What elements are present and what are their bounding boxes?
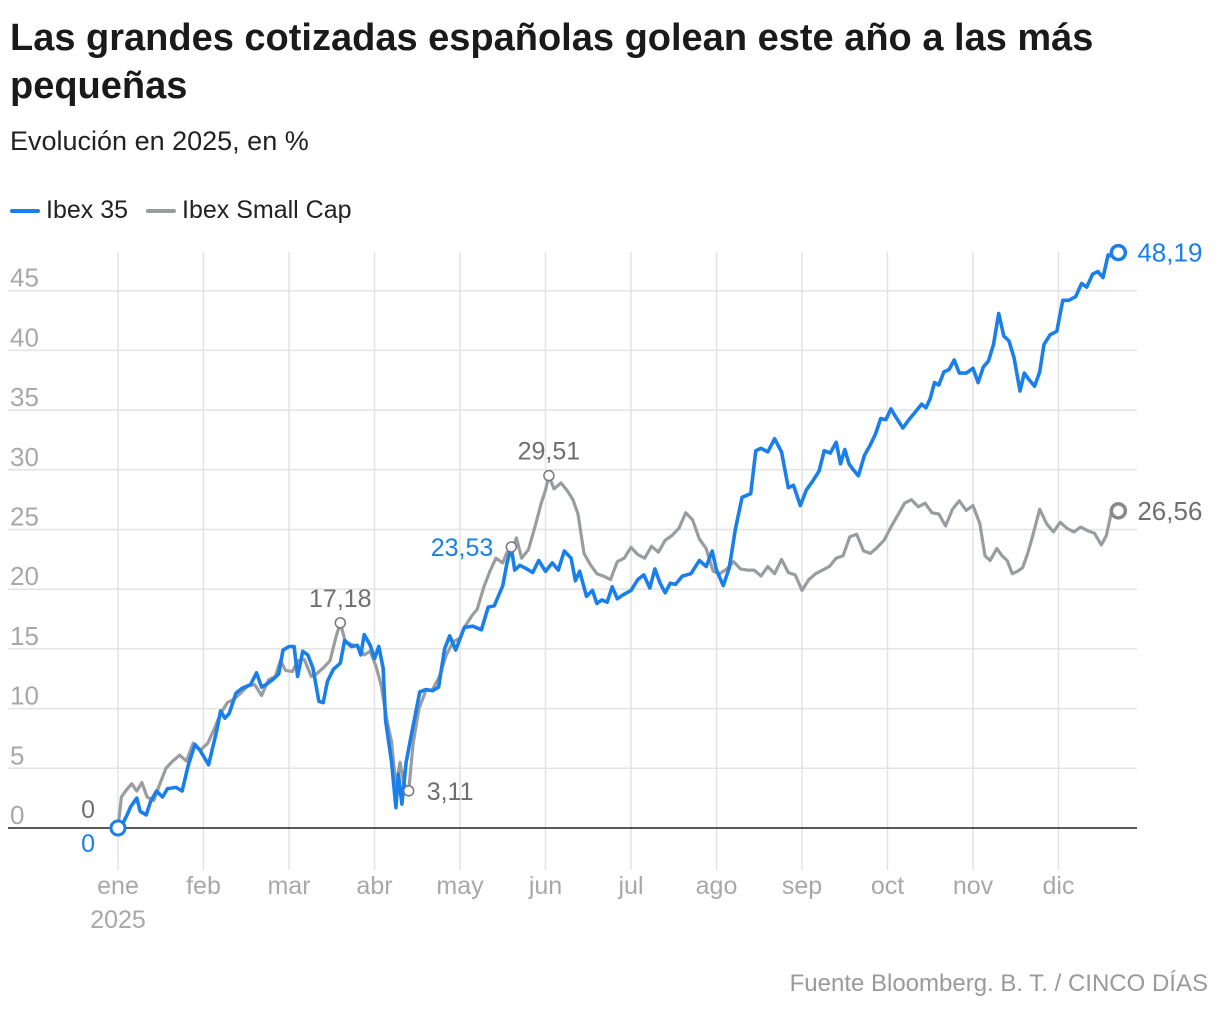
x-tick-label: dic — [1043, 872, 1075, 900]
annotation-marker — [543, 469, 555, 482]
end-label-small-cap: 26,56 — [1137, 496, 1202, 526]
x-tick-label: mar — [267, 872, 310, 900]
y-tick-label: 5 — [10, 740, 24, 770]
y-tick-label: 45 — [10, 263, 39, 293]
start-label-ibex35: 0 — [81, 830, 95, 858]
x-tick-label: ago — [696, 872, 738, 900]
x-tick-sublabel: 2025 — [90, 906, 146, 934]
x-tick-label: sep — [782, 872, 822, 900]
y-tick-label: 30 — [10, 442, 39, 472]
end-marker-ibex35 — [1109, 243, 1128, 262]
x-tick-label: abr — [356, 872, 392, 900]
annotation-label: 23,53 — [431, 534, 494, 562]
legend-item-small-cap: Ibex Small Cap — [146, 196, 352, 225]
x-tick-label: ene — [97, 872, 139, 900]
y-tick-label: 40 — [10, 322, 39, 352]
annotation-marker — [334, 617, 347, 629]
x-tick-label: may — [436, 872, 484, 900]
legend-label-ibex35: Ibex 35 — [46, 196, 129, 224]
annotation-label: 3,11 — [427, 778, 474, 806]
y-tick-label: 35 — [10, 382, 39, 412]
x-tick-label: jun — [528, 872, 562, 900]
y-tick-label: 25 — [10, 502, 39, 532]
x-tick-label: oct — [871, 872, 904, 900]
annotation-label: 29,51 — [518, 438, 581, 466]
series-line-small-cap — [116, 474, 1120, 830]
start-marker-ibex35 — [109, 819, 127, 837]
y-tick-label: 20 — [10, 561, 39, 591]
source-note: Fuente Bloomberg. B. T. / CINCO DÍAS — [789, 970, 1208, 997]
start-label-small-cap: 0 — [81, 796, 95, 824]
series-line-ibex35 — [116, 250, 1121, 830]
end-label-ibex35: 48,19 — [1137, 238, 1202, 268]
y-tick-label: 15 — [10, 621, 39, 651]
y-tick-label: 10 — [10, 681, 39, 711]
x-tick-label: jul — [617, 872, 643, 900]
chart-title: Las grandes cotizadas españolas golean e… — [10, 17, 1094, 107]
annotation-label: 17,18 — [309, 585, 372, 613]
annotation-marker — [505, 541, 518, 553]
legend-swatch-ibex35 — [10, 208, 40, 213]
chart-legend: Ibex 35 Ibex Small Cap — [10, 196, 370, 225]
legend-swatch-small-cap — [146, 208, 177, 213]
legend-label-small-cap: Ibex Small Cap — [182, 196, 352, 224]
legend-item-ibex35: Ibex 35 — [10, 196, 128, 225]
annotation-marker — [402, 785, 415, 797]
chart-subtitle: Evolución en 2025, en % — [10, 126, 309, 156]
x-tick-label: nov — [953, 872, 994, 900]
end-marker-small-cap — [1109, 502, 1128, 520]
y-tick-label: 0 — [10, 800, 24, 830]
x-tick-label: feb — [186, 872, 221, 900]
